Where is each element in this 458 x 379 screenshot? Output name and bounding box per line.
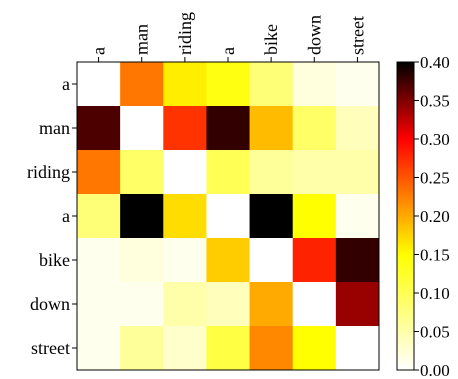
heatmap-cell	[120, 62, 164, 107]
heatmap-cell	[77, 238, 121, 283]
colorbar-tick-label: 0.15	[420, 246, 450, 265]
x-tick-label: man	[132, 24, 152, 55]
heatmap-cell	[120, 194, 164, 239]
heatmap-cell	[249, 326, 294, 371]
colorbar-tick-label: 0.35	[420, 92, 450, 111]
heatmap-cell	[77, 282, 121, 327]
heatmap-cells	[77, 62, 380, 371]
heatmap-cell	[77, 194, 121, 239]
heatmap-cell	[77, 326, 121, 371]
heatmap-cell	[163, 238, 207, 283]
heatmap-cell	[163, 194, 207, 239]
heatmap-cell	[77, 106, 121, 151]
heatmap-cell	[120, 282, 164, 327]
x-tick-label: street	[347, 16, 367, 55]
x-tick-label: down	[304, 15, 324, 55]
colorbar-tick-label: 0.00	[420, 361, 450, 379]
heatmap-cell	[335, 326, 380, 371]
heatmap-cell	[206, 326, 250, 371]
heatmap-cell	[292, 62, 337, 107]
heatmap-cell	[292, 106, 337, 151]
y-tick-label: man	[39, 118, 70, 138]
heatmap-cell	[77, 62, 121, 107]
heatmap-cell	[249, 282, 294, 327]
heatmap-cell	[249, 194, 294, 239]
heatmap-cell	[249, 106, 294, 151]
heatmap-cell	[206, 62, 250, 107]
heatmap-cell	[120, 238, 164, 283]
heatmap-cell	[335, 282, 380, 327]
heatmap-cell	[335, 62, 380, 107]
y-tick-label: riding	[27, 162, 70, 182]
y-tick-label: street	[31, 338, 70, 358]
y-axis-labels: a man riding a bike down street	[27, 74, 77, 358]
heatmap-cell	[335, 150, 380, 195]
heatmap-cell	[249, 62, 294, 107]
heatmap-cell	[206, 238, 250, 283]
heatmap-cell	[335, 106, 380, 151]
heatmap-cell	[77, 150, 121, 195]
heatmap-cell	[292, 194, 337, 239]
heatmap-cell	[292, 150, 337, 195]
colorbar: 0.00 0.05 0.10 0.15 0.20 0.25 0.30 0.35 0.40	[396, 53, 450, 379]
colorbar-tick-label: 0.20	[420, 207, 450, 226]
colorbar-tick-label: 0.25	[420, 169, 450, 188]
heatmap-cell	[335, 238, 380, 283]
heatmap-cell	[249, 150, 294, 195]
heatmap-cell	[163, 150, 207, 195]
heatmap-cell	[120, 326, 164, 371]
x-tick-label: a	[218, 47, 238, 55]
heatmap-cell	[292, 282, 337, 327]
heatmap-cell	[163, 62, 207, 107]
colorbar-tick-label: 0.40	[420, 53, 450, 72]
heatmap-cell	[163, 326, 207, 371]
y-tick-label: bike	[39, 250, 70, 270]
colorbar-tick-label: 0.10	[420, 284, 450, 303]
heatmap-cell	[120, 150, 164, 195]
x-tick-label: bike	[261, 24, 281, 55]
heatmap-cell	[292, 326, 337, 371]
x-tick-label: a	[89, 47, 109, 55]
colorbar-tick-label: 0.05	[420, 323, 450, 342]
heatmap-cell	[163, 106, 207, 151]
heatmap-cell	[335, 194, 380, 239]
heatmap-cell	[206, 106, 250, 151]
heatmap-cell	[206, 194, 250, 239]
colorbar-tick-label: 0.30	[420, 130, 450, 149]
y-tick-label: a	[62, 74, 70, 94]
x-axis-labels: a man riding a bike down street	[89, 12, 367, 62]
heatmap-cell	[120, 106, 164, 151]
colorbar-gradient	[396, 61, 415, 371]
y-tick-label: down	[30, 294, 70, 314]
heatmap-cell	[206, 282, 250, 327]
heatmap-cell	[292, 238, 337, 283]
heatmap-cell	[249, 238, 294, 283]
x-tick-label: riding	[175, 12, 195, 55]
heatmap-cell	[206, 150, 250, 195]
heatmap-cell	[163, 282, 207, 327]
y-tick-label: a	[62, 206, 70, 226]
